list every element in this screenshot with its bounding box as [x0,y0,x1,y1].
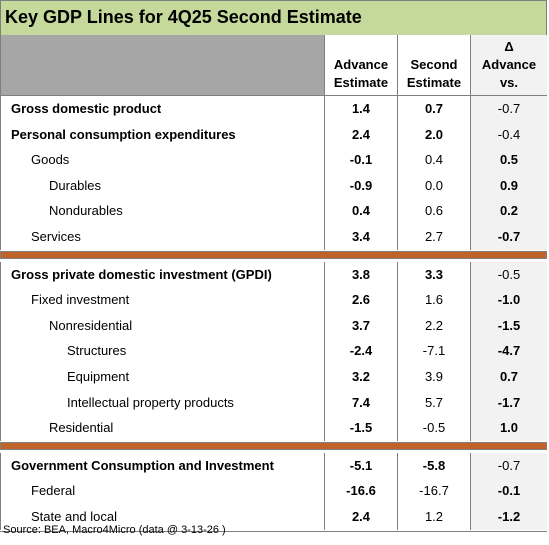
table-row: Nonresidential 3.7 2.2 -1.5 [0,312,547,339]
header-advance-estimate: Advance Estimate [324,35,397,95]
advance-value: -1.5 [324,415,397,442]
advance-value: -0.9 [324,172,397,199]
advance-value: 2.6 [324,287,397,314]
second-value: 0.0 [397,172,470,199]
advance-value: 3.8 [324,261,397,288]
row-label: State and local [31,509,118,524]
delta-value: 0.5 [470,147,547,174]
delta-value: -1.7 [470,389,547,416]
row-label: Structures [67,343,127,359]
second-value: -7.1 [397,338,470,365]
delta-value: -0.7 [470,96,547,122]
table-row: Equipment 3.2 3.9 0.7 [0,364,547,390]
header-advance-line2: Estimate [333,75,389,90]
second-value: 2.7 [397,224,470,250]
row-label: Personal consumption expenditures [11,126,236,142]
header-delta-symbol: Δ [504,39,514,54]
row-label: Goods [31,152,70,168]
table-row: Goods -0.1 0.4 0.5 [0,147,547,174]
row-label: Gross private domestic investment (GPDI) [11,266,272,282]
second-value: 1.6 [397,287,470,314]
section-separator [0,250,547,259]
delta-value: -0.7 [470,452,547,479]
table-row: Nondurables 0.4 0.6 0.2 [0,198,547,225]
row-label: Residential [49,420,114,436]
table-row: Services 3.4 2.7 -0.7 [0,224,547,250]
delta-value: -0.7 [470,224,547,250]
advance-value: -2.4 [324,338,397,365]
advance-value: -16.6 [324,478,397,505]
second-value: 0.4 [397,147,470,174]
table-row: Residential -1.5 -0.5 1.0 [0,415,547,442]
second-value: 1.2 [397,504,470,530]
row-label: Nonresidential [49,317,133,333]
table-row: Durables -0.9 0.0 0.9 [0,172,547,199]
row-label: Intellectual property products [67,394,234,410]
advance-value: 3.4 [324,224,397,250]
row-label: Government Consumption and Investment [11,457,274,473]
second-value: 2.2 [397,312,470,339]
header-second-line2: Estimate [406,75,462,90]
table-row: Gross private domestic investment (GPDI)… [0,261,547,288]
advance-value: 3.2 [324,364,397,390]
advance-value: 7.4 [324,389,397,416]
second-value: 5.7 [397,389,470,416]
table-row: Gross domestic product 1.4 0.7 -0.7 [0,96,547,122]
header-second-estimate: Second Estimate [397,35,470,95]
row-label: Fixed investment [31,292,130,308]
header-delta: Δ Advance vs. [470,35,547,95]
advance-value: 3.7 [324,312,397,339]
row-label: Federal [31,483,76,499]
table-row: Federal -16.6 -16.7 -0.1 [0,478,547,505]
second-value: 0.6 [397,198,470,225]
section-separator [0,441,547,450]
header-delta-line3: vs. [499,75,519,90]
delta-value: 1.0 [470,415,547,442]
second-value: -16.7 [397,478,470,505]
second-value: 2.0 [397,121,470,148]
second-value: 0.7 [397,96,470,122]
header-advance-line1: Advance [333,57,389,72]
delta-value: 0.7 [470,364,547,390]
delta-value: 0.2 [470,198,547,225]
delta-value: -0.4 [470,121,547,148]
advance-value: -0.1 [324,147,397,174]
delta-value: -0.5 [470,261,547,288]
table-row: Government Consumption and Investment -5.… [0,452,547,479]
delta-value: -0.1 [470,478,547,505]
second-value: -5.8 [397,452,470,479]
delta-value: -4.7 [470,338,547,365]
table-row: Personal consumption expenditures 2.4 2.0-… [0,121,547,148]
table-title-bar: Key GDP Lines for 4Q25 Second Estimate [0,0,547,35]
advance-value: -5.1 [324,452,397,479]
source-note: Source: BEA, Macro4Micro (data @ 3-13-26… [3,524,226,536]
row-label: Equipment [67,369,130,384]
second-value: 3.9 [397,364,470,390]
header-second-line1: Second [410,57,458,72]
bottom-rule [0,530,547,532]
advance-value: 2.4 [324,121,397,148]
second-value: 3.3 [397,261,470,288]
second-value: -0.5 [397,415,470,442]
delta-value: -1.0 [470,287,547,314]
advance-value: 0.4 [324,198,397,225]
header-delta-line2: Advance [481,57,537,72]
delta-value: -1.2 [470,504,547,530]
table-row: Structures -2.4 -7.1 -4.7 [0,338,547,365]
advance-value: 2.4 [324,504,397,530]
row-label: Durables [49,177,102,193]
row-label: Nondurables [49,203,123,219]
header-rule [0,95,547,96]
table-header: Advance Estimate Second Estimate Δ Advan… [0,35,547,95]
advance-value: 1.4 [324,96,397,122]
table-row: Intellectual property products 7.4 5.7 -1.7 [0,389,547,416]
row-label: Services [31,229,81,244]
table-row: Fixed investment 2.6 1.6 -1.0 [0,287,547,314]
table-title: Key GDP Lines for 4Q25 Second Estimate [5,7,362,27]
delta-value: 0.9 [470,172,547,199]
row-label: Gross domestic product [11,101,162,116]
delta-value: -1.5 [470,312,547,339]
table-row: State and local 2.4 1.2 -1.2 [0,504,547,530]
